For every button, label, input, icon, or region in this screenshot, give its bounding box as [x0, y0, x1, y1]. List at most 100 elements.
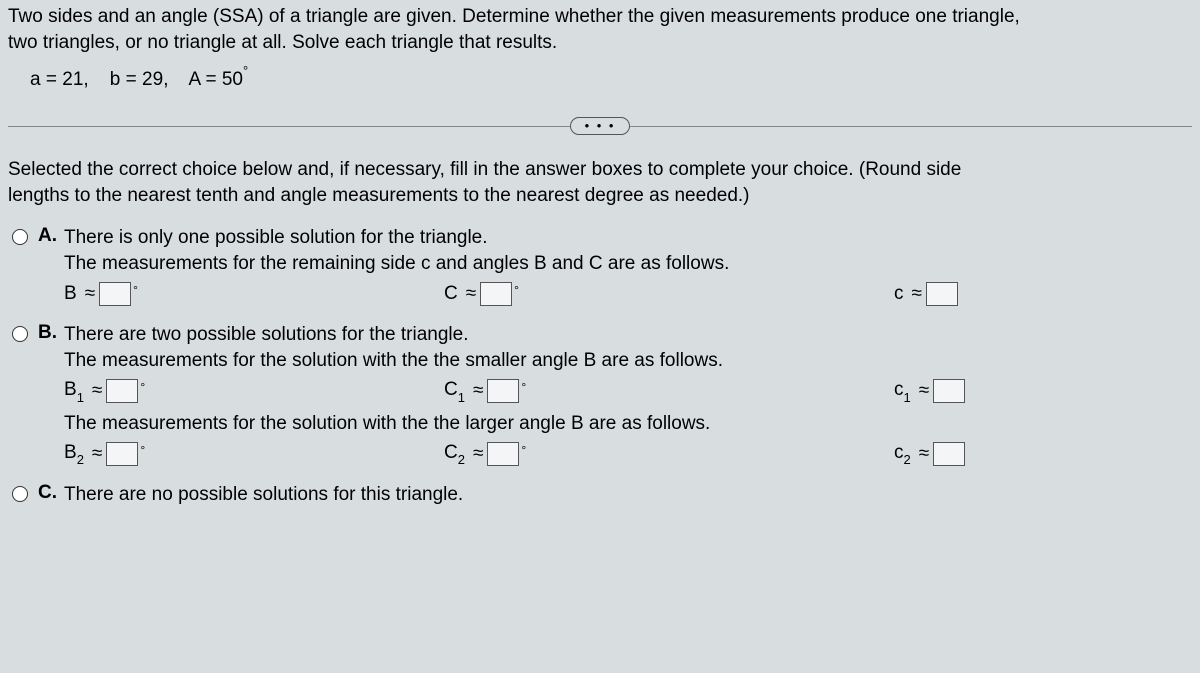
measure-c-side: c ≈: [894, 282, 958, 306]
degree-symbol: °: [140, 443, 145, 457]
choice-b-measure-row1: B1 ≈ ° C1 ≈ ° c1 ≈: [64, 375, 1192, 411]
choice-a-line1: There is only one possible solution for …: [64, 225, 1192, 252]
label-C2-angle: C2: [444, 442, 465, 466]
question-text: Two sides and an angle (SSA) of a triang…: [8, 4, 1192, 55]
approx-symbol: ≈: [85, 283, 95, 305]
degree-symbol: °: [514, 283, 519, 297]
approx-symbol: ≈: [92, 443, 102, 465]
choice-b-line2: The measurements for the solution with t…: [64, 348, 1192, 375]
measure-c2-side: c2 ≈: [894, 442, 965, 466]
measure-B1: B1 ≈ °: [64, 379, 444, 403]
question-line2: two triangles, or no triangle at all. So…: [8, 32, 557, 53]
sub-1: 1: [458, 390, 465, 405]
input-B[interactable]: [99, 282, 131, 306]
label-B1-base: B: [64, 379, 77, 400]
degree-symbol: °: [521, 380, 526, 394]
choice-a-line2: The measurements for the remaining side …: [64, 251, 1192, 278]
label-B1: B1: [64, 379, 84, 403]
input-c1-side[interactable]: [933, 379, 965, 403]
separator-line-left: [8, 126, 570, 127]
comma: ,: [163, 69, 168, 90]
choices-group: A. There is only one possible solution f…: [8, 219, 1192, 511]
label-C1-base: C: [444, 379, 458, 400]
eq-sign: =: [205, 69, 216, 90]
question-line1: Two sides and an angle (SSA) of a triang…: [8, 6, 1020, 27]
measure-c1-side: c1 ≈: [894, 379, 965, 403]
label-C1-angle: C1: [444, 379, 465, 403]
approx-symbol: ≈: [912, 283, 922, 305]
label-c2-side: c2: [894, 442, 911, 466]
label-B: B: [64, 283, 77, 305]
comma: ,: [83, 69, 88, 90]
choice-b-body: There are two possible solutions for the…: [64, 322, 1192, 474]
measure-C2-angle: C2 ≈ °: [444, 442, 894, 466]
label-c2-base: c: [894, 442, 904, 463]
measure-B: B ≈ °: [64, 282, 444, 306]
sub-2: 2: [904, 452, 911, 467]
choice-c-row: C. There are no possible solutions for t…: [8, 476, 1192, 511]
separator-line-right: [630, 126, 1192, 127]
label-c1-side: c1: [894, 379, 911, 403]
input-B2[interactable]: [106, 442, 138, 466]
approx-symbol: ≈: [919, 443, 929, 465]
choice-b-letter: B.: [38, 322, 64, 344]
input-C1-angle[interactable]: [487, 379, 519, 403]
label-C-angle: C: [444, 283, 458, 305]
instructions-line2: lengths to the nearest tenth and angle m…: [8, 185, 750, 206]
ellipsis-icon: • • •: [585, 118, 616, 133]
input-C-angle[interactable]: [480, 282, 512, 306]
input-c2-side[interactable]: [933, 442, 965, 466]
approx-symbol: ≈: [473, 380, 483, 402]
sub-2: 2: [77, 452, 84, 467]
measure-C-angle: C ≈ °: [444, 282, 894, 306]
approx-symbol: ≈: [919, 380, 929, 402]
sub-2: 2: [458, 452, 465, 467]
choice-b-line3: The measurements for the solution with t…: [64, 411, 1192, 438]
choice-a-row: A. There is only one possible solution f…: [8, 219, 1192, 316]
choice-a-measure-row: B ≈ ° C ≈ ° c ≈: [64, 278, 1192, 314]
given-values: a = 21, b = 29, A = 50°: [8, 55, 1192, 91]
label-c-side: c: [894, 283, 904, 305]
instructions-text: Selected the correct choice below and, i…: [8, 157, 1192, 218]
measure-C1-angle: C1 ≈ °: [444, 379, 894, 403]
degree-symbol: °: [140, 380, 145, 394]
input-B1[interactable]: [106, 379, 138, 403]
label-B2-base: B: [64, 442, 77, 463]
label-C2-base: C: [444, 442, 458, 463]
sub-1: 1: [904, 390, 911, 405]
choice-c-body: There are no possible solutions for this…: [64, 482, 1192, 509]
degree-symbol: °: [521, 443, 526, 457]
approx-symbol: ≈: [466, 283, 476, 305]
label-B2: B2: [64, 442, 84, 466]
expand-button[interactable]: • • •: [570, 117, 631, 135]
label-c1-base: c: [894, 379, 904, 400]
degree-symbol: °: [133, 283, 138, 297]
eq-sign: =: [46, 69, 57, 90]
given-angle-A-label: A: [189, 69, 201, 90]
choice-a-body: There is only one possible solution for …: [64, 225, 1192, 314]
given-b-val: 29: [142, 69, 163, 90]
instructions-line1: Selected the correct choice below and, i…: [8, 159, 961, 180]
input-c-side[interactable]: [926, 282, 958, 306]
separator-row: • • •: [8, 91, 1192, 157]
choice-a-letter: A.: [38, 225, 64, 247]
choice-c-letter: C.: [38, 482, 64, 504]
given-b-label: b: [110, 69, 121, 90]
radio-choice-c[interactable]: [12, 486, 28, 502]
approx-symbol: ≈: [92, 380, 102, 402]
degree-symbol: °: [243, 63, 248, 78]
given-a-val: 21: [62, 69, 83, 90]
approx-symbol: ≈: [473, 443, 483, 465]
input-C2-angle[interactable]: [487, 442, 519, 466]
eq-sign: =: [126, 69, 137, 90]
given-a-label: a: [30, 69, 41, 90]
sub-1: 1: [77, 390, 84, 405]
choice-b-row: B. There are two possible solutions for …: [8, 316, 1192, 476]
measure-B2: B2 ≈ °: [64, 442, 444, 466]
radio-choice-b[interactable]: [12, 326, 28, 342]
choice-b-measure-row2: B2 ≈ ° C2 ≈ ° c2 ≈: [64, 438, 1192, 474]
radio-choice-a[interactable]: [12, 229, 28, 245]
choice-c-line1: There are no possible solutions for this…: [64, 482, 1192, 509]
given-angle-A-val: 50: [222, 69, 243, 90]
choice-b-line1: There are two possible solutions for the…: [64, 322, 1192, 349]
